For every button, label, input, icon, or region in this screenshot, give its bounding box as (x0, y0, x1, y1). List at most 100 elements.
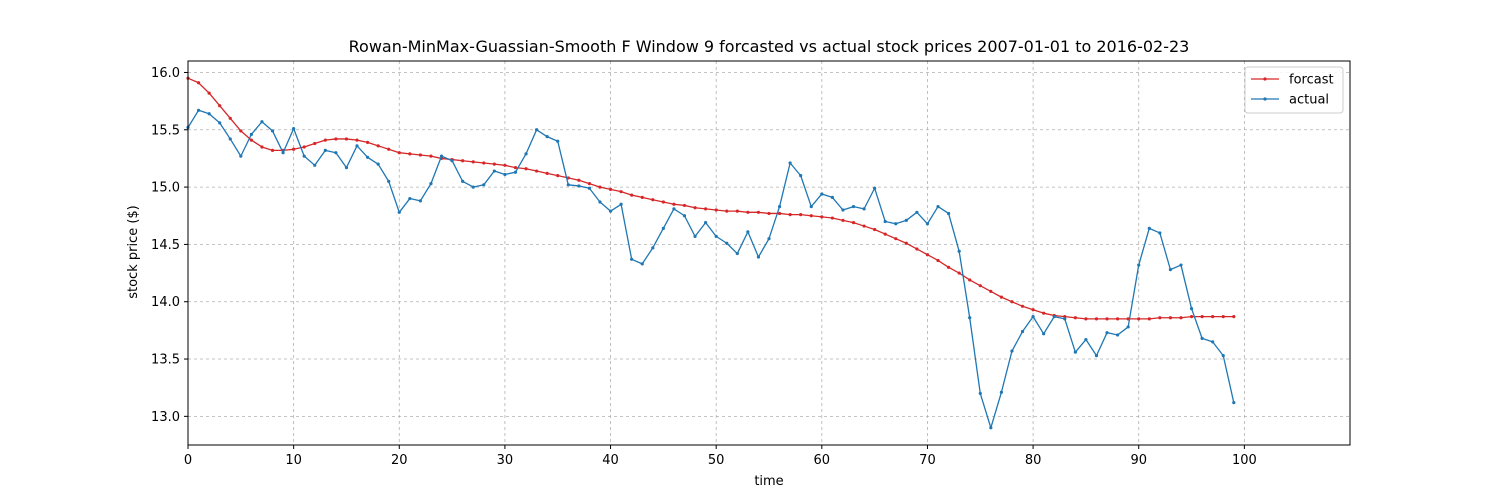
actual-point (809, 204, 813, 209)
forcast-point (365, 140, 370, 144)
actual-point (545, 135, 549, 139)
forcast-point (925, 253, 930, 257)
forcast-point (598, 185, 602, 189)
forcast-point (1168, 316, 1173, 320)
forcast-point (249, 138, 253, 142)
forcast-point (1094, 317, 1099, 321)
forcast-point (207, 91, 211, 95)
actual-point (777, 204, 782, 209)
forcast-point (471, 160, 475, 164)
forcast-point (735, 209, 739, 213)
actual-point (925, 222, 930, 226)
forcast-point (513, 166, 518, 170)
forcast-point (661, 200, 665, 204)
forcast-point (936, 258, 940, 263)
forcast-point (418, 153, 422, 157)
actual-point (1147, 226, 1151, 230)
actual-point (1105, 331, 1109, 335)
actual-point (577, 184, 581, 188)
forcast-point (545, 171, 549, 175)
forcast-point (239, 129, 243, 133)
forcast-point (1147, 317, 1151, 321)
forcast-point (218, 104, 222, 108)
actual-point (788, 161, 792, 165)
x-tick-label: 40 (602, 453, 619, 468)
forcast-point (492, 162, 496, 166)
forcast-point (1189, 315, 1194, 319)
actual-point (1094, 353, 1099, 358)
actual-point (1221, 353, 1225, 358)
actual-point (640, 262, 644, 266)
forcast-point (344, 137, 349, 141)
actual-point (355, 144, 359, 148)
actual-point (439, 154, 444, 158)
forcast-point (682, 203, 687, 208)
actual-point (397, 210, 401, 214)
actual-point (1020, 329, 1025, 334)
forcast-point (228, 116, 232, 120)
forcast-point (608, 187, 613, 191)
forcast-point (1031, 308, 1035, 312)
actual-point (1200, 336, 1204, 340)
chart-title: Rowan-MinMax-Guassian-Smooth F Window 9 … (349, 37, 1190, 56)
x-tick-label: 10 (285, 453, 302, 468)
actual-point (482, 183, 486, 187)
forcast-point (883, 232, 887, 236)
actual-point (915, 210, 919, 214)
x-tick-label: 100 (1232, 453, 1257, 468)
forcast-point (1137, 317, 1141, 321)
forcast-point (1179, 316, 1183, 320)
actual-point (1042, 332, 1046, 336)
forcast-point (1221, 315, 1225, 319)
actual-point (1211, 340, 1215, 344)
forcast-point (841, 218, 845, 222)
forcast-point (630, 193, 634, 197)
plot-frame (187, 60, 1351, 446)
forcast-point (566, 176, 570, 180)
actual-point (999, 390, 1004, 394)
actual-point (1084, 337, 1088, 342)
forcast-point (503, 163, 507, 167)
actual-point (1073, 350, 1077, 354)
legend-forcast-marker (1263, 77, 1267, 81)
forcast-point (196, 81, 201, 85)
actual-point (1168, 268, 1173, 272)
actual-point (556, 139, 560, 143)
grid-lines (187, 61, 1350, 445)
forcast-point (704, 207, 708, 211)
actual-point (429, 182, 433, 186)
x-tick-label: 0 (184, 453, 192, 468)
actual-point (693, 234, 697, 238)
actual-point (418, 199, 422, 203)
actual-point (598, 200, 602, 204)
actual-point (820, 192, 824, 196)
x-tick-label: 80 (1025, 453, 1042, 468)
actual-point (1158, 231, 1162, 235)
actual-point (566, 183, 570, 187)
actual-point (302, 154, 306, 158)
actual-point (756, 255, 761, 259)
actual-point (334, 151, 338, 155)
forcast-point (915, 247, 919, 251)
actual-point (270, 129, 275, 133)
actual-point (1031, 315, 1035, 319)
forcast-point (894, 237, 898, 241)
actual-point (904, 218, 908, 222)
actual-point (746, 230, 750, 234)
forcast-point (387, 147, 391, 151)
actual-point (535, 128, 539, 132)
actual-point (196, 108, 201, 112)
forcast-line (187, 77, 1234, 320)
forcast-point (851, 221, 856, 225)
actual-point (387, 179, 391, 183)
actual-point (704, 221, 708, 225)
forcast-series (186, 76, 1236, 321)
forcast-point (1200, 315, 1204, 319)
forcast-point (1232, 315, 1236, 319)
forcast-point (619, 190, 623, 194)
actual-point (1189, 306, 1194, 311)
actual-point (978, 391, 982, 396)
actual-point (1063, 317, 1067, 321)
actual-point (408, 196, 412, 201)
